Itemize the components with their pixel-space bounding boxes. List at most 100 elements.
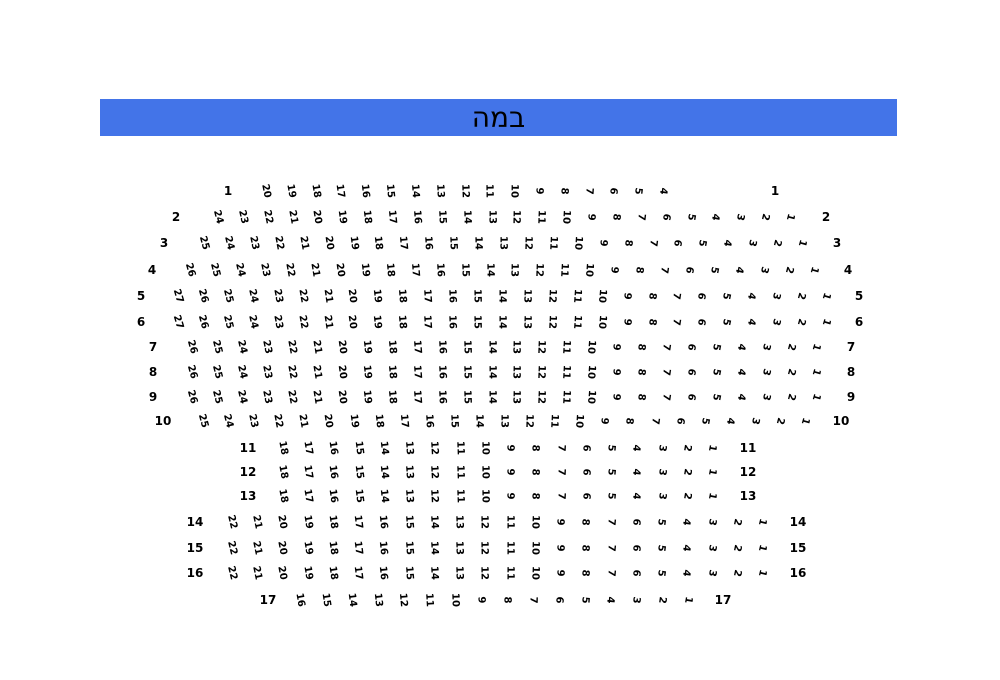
seat-row6-27[interactable]: 27 (170, 313, 186, 331)
seat-row16-4[interactable]: 4 (680, 568, 693, 578)
seat-row4-18[interactable]: 18 (383, 262, 396, 278)
seat-row15-11[interactable]: 11 (504, 540, 516, 556)
seat-row5-14[interactable]: 14 (496, 289, 508, 303)
seat-row7-2[interactable]: 2 (784, 342, 798, 352)
seat-row16-6[interactable]: 6 (629, 568, 642, 578)
seat-row16-12[interactable]: 12 (478, 565, 490, 581)
seat-row13-10[interactable]: 10 (479, 488, 491, 504)
seat-row12-15[interactable]: 15 (352, 464, 366, 480)
seat-row14-20[interactable]: 20 (275, 514, 290, 530)
seat-row10-2[interactable]: 2 (773, 416, 787, 426)
seat-row12-9[interactable]: 9 (504, 468, 516, 476)
seat-row15-7[interactable]: 7 (604, 544, 617, 552)
seat-row2-17[interactable]: 17 (385, 209, 399, 225)
seat-row8-16[interactable]: 16 (435, 364, 448, 380)
seat-row11-16[interactable]: 16 (327, 440, 340, 456)
seat-row12-4[interactable]: 4 (630, 467, 643, 477)
seat-row5-2[interactable]: 2 (794, 291, 808, 301)
seat-row10-23[interactable]: 23 (246, 413, 261, 429)
seat-row8-10[interactable]: 10 (585, 364, 598, 380)
seat-row14-22[interactable]: 22 (225, 513, 239, 531)
seat-row7-23[interactable]: 23 (260, 339, 274, 355)
seat-row4-8[interactable]: 8 (633, 265, 646, 275)
seat-row15-5[interactable]: 5 (655, 543, 667, 553)
seat-row5-23[interactable]: 23 (270, 288, 285, 304)
seat-row17-6[interactable]: 6 (552, 596, 565, 604)
seat-row8-19[interactable]: 19 (360, 364, 373, 380)
seat-row16-11[interactable]: 11 (504, 565, 516, 581)
seat-row9-19[interactable]: 19 (360, 389, 373, 405)
seat-row6-22[interactable]: 22 (295, 314, 310, 330)
seat-row15-15[interactable]: 15 (402, 540, 415, 556)
seat-row8-26[interactable]: 26 (184, 363, 200, 381)
seat-row1-15[interactable]: 15 (383, 183, 397, 199)
seat-row11-10[interactable]: 10 (479, 440, 491, 456)
seat-row17-3[interactable]: 3 (630, 595, 643, 605)
seat-row6-5[interactable]: 5 (720, 317, 733, 327)
seat-row14-21[interactable]: 21 (250, 514, 265, 530)
seat-row1-16[interactable]: 16 (358, 183, 372, 199)
seat-row7-19[interactable]: 19 (360, 339, 373, 355)
seat-row3-12[interactable]: 12 (522, 235, 534, 251)
seat-row1-5[interactable]: 5 (632, 186, 645, 196)
seat-row8-23[interactable]: 23 (260, 364, 274, 380)
seat-row7-8[interactable]: 8 (635, 342, 648, 352)
seat-row5-12[interactable]: 12 (546, 288, 558, 304)
seat-row6-8[interactable]: 8 (645, 317, 658, 327)
seat-row9-12[interactable]: 12 (535, 389, 548, 405)
seat-row10-11[interactable]: 11 (548, 413, 560, 429)
seat-row5-6[interactable]: 6 (695, 291, 708, 301)
seat-row3-21[interactable]: 21 (297, 235, 311, 251)
seat-row9-24[interactable]: 24 (234, 388, 249, 406)
seat-row10-14[interactable]: 14 (473, 413, 485, 429)
seat-row5-13[interactable]: 13 (521, 288, 533, 304)
seat-row15-3[interactable]: 3 (705, 543, 718, 553)
seat-row8-15[interactable]: 15 (460, 364, 473, 380)
seat-row8-1[interactable]: 1 (809, 367, 823, 377)
seat-row16-2[interactable]: 2 (730, 568, 743, 578)
seat-row8-17[interactable]: 17 (410, 364, 423, 380)
seat-row8-25[interactable]: 25 (209, 363, 224, 381)
seat-row15-12[interactable]: 12 (478, 540, 490, 556)
seat-row15-8[interactable]: 8 (579, 544, 592, 552)
seat-row2-10[interactable]: 10 (560, 209, 573, 225)
seat-row17-14[interactable]: 14 (345, 592, 359, 608)
seat-row10-16[interactable]: 16 (422, 413, 435, 429)
seat-row1-9[interactable]: 9 (533, 187, 545, 195)
seat-row15-20[interactable]: 20 (275, 540, 290, 556)
seat-row16-16[interactable]: 16 (377, 565, 390, 581)
seat-row7-3[interactable]: 3 (759, 342, 773, 352)
seat-row6-1[interactable]: 1 (819, 317, 833, 327)
seat-row9-14[interactable]: 14 (485, 389, 498, 405)
seat-row14-7[interactable]: 7 (604, 518, 617, 526)
seat-row3-2[interactable]: 2 (770, 238, 784, 248)
seat-row17-1[interactable]: 1 (682, 595, 694, 605)
seat-row10-24[interactable]: 24 (221, 412, 236, 430)
seat-row9-1[interactable]: 1 (809, 392, 823, 402)
seat-row5-4[interactable]: 4 (745, 291, 758, 301)
seat-row8-22[interactable]: 22 (285, 364, 299, 380)
seat-row7-5[interactable]: 5 (710, 342, 723, 352)
seat-row12-12[interactable]: 12 (428, 464, 441, 480)
seat-row6-10[interactable]: 10 (595, 314, 608, 330)
seat-row16-9[interactable]: 9 (554, 569, 566, 577)
seat-row3-9[interactable]: 9 (596, 239, 609, 247)
seat-row3-22[interactable]: 22 (272, 235, 286, 251)
seat-row8-5[interactable]: 5 (710, 367, 723, 377)
seat-row8-18[interactable]: 18 (385, 364, 398, 380)
seat-row17-10[interactable]: 10 (449, 592, 461, 608)
seat-row2-19[interactable]: 19 (335, 209, 349, 225)
seat-row14-2[interactable]: 2 (730, 517, 743, 527)
seat-row1-17[interactable]: 17 (334, 183, 347, 199)
seat-row17-16[interactable]: 16 (293, 592, 307, 608)
seat-row13-17[interactable]: 17 (301, 488, 315, 504)
seat-row15-18[interactable]: 18 (326, 540, 340, 556)
seat-row16-14[interactable]: 14 (427, 565, 440, 581)
seat-row4-23[interactable]: 23 (258, 262, 272, 278)
seat-row13-2[interactable]: 2 (680, 491, 693, 501)
seat-row13-9[interactable]: 9 (504, 492, 516, 500)
seat-row15-1[interactable]: 1 (755, 543, 769, 553)
seat-row7-4[interactable]: 4 (735, 342, 748, 352)
seat-row6-18[interactable]: 18 (396, 314, 409, 330)
seat-row1-14[interactable]: 14 (408, 183, 421, 199)
